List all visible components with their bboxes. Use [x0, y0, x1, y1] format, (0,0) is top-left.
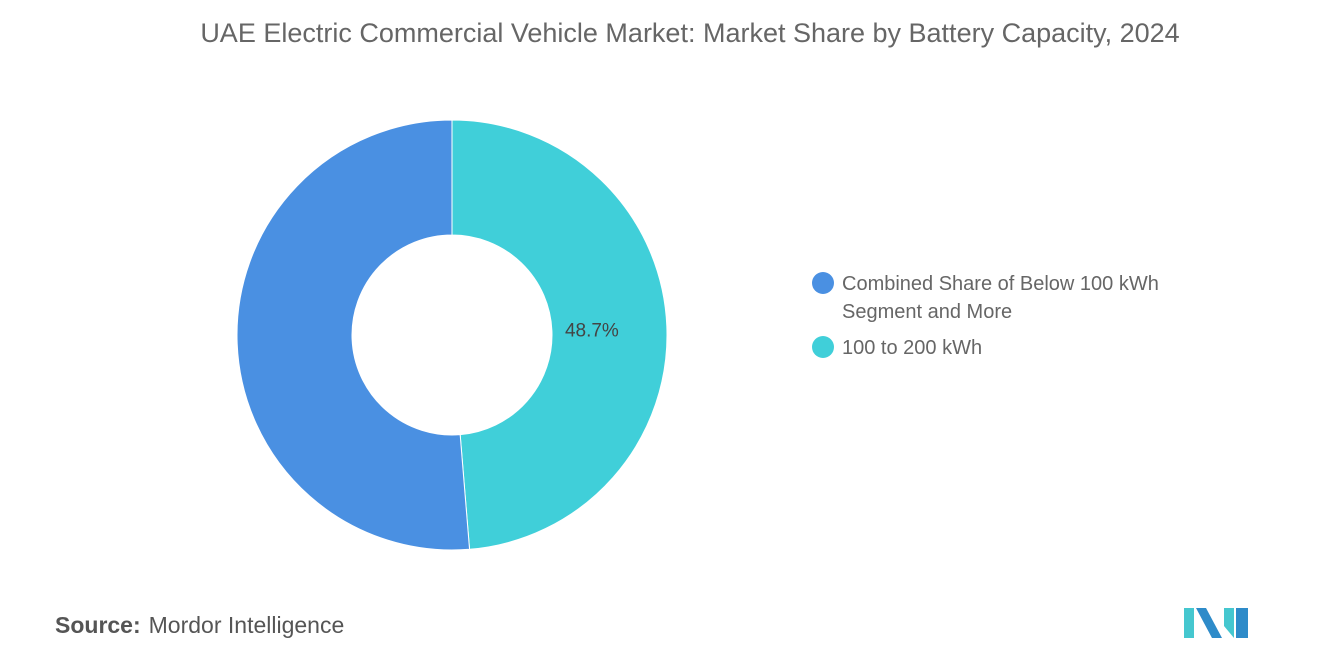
legend-label: Combined Share of Below 100 kWh Segment …: [842, 273, 1159, 323]
legend-item: 100 to 200 kWh: [812, 334, 1212, 362]
legend-swatch: [812, 272, 834, 294]
source-value: Mordor Intelligence: [148, 612, 345, 638]
source: Source: Mordor Intelligence: [55, 612, 344, 639]
donut-slice: [236, 119, 471, 551]
source-label: Source:: [55, 612, 141, 638]
legend-label: 100 to 200 kWh: [842, 337, 983, 359]
legend-swatch: [812, 336, 834, 358]
legend-item: Combined Share of Below 100 kWh Segment …: [812, 270, 1212, 326]
slice-label: 48.7%: [565, 320, 619, 341]
legend: Combined Share of Below 100 kWh Segment …: [812, 270, 1212, 370]
donut-slice: [451, 119, 668, 550]
mordor-intelligence-logo: [1184, 608, 1248, 638]
chart-title: UAE Electric Commercial Vehicle Market: …: [200, 18, 1180, 48]
